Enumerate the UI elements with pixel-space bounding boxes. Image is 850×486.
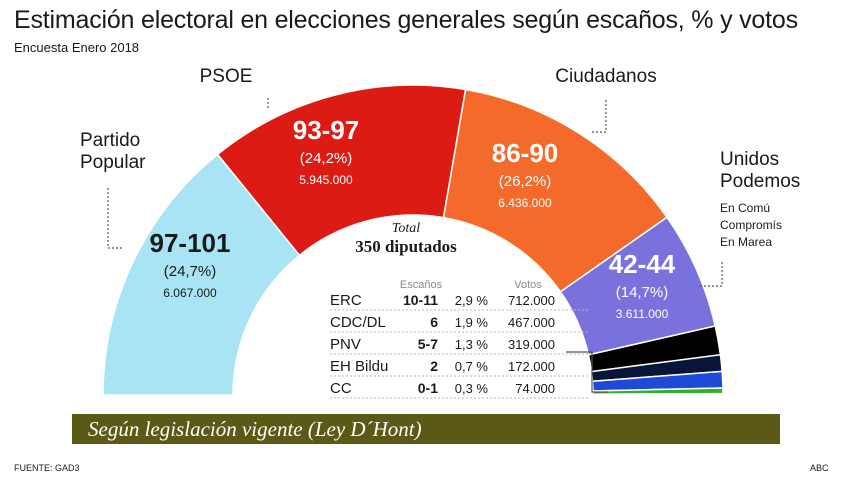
- seats-label-partido-popular: 97-101: [150, 228, 231, 258]
- law-banner: Según legislación vigente (Ley D´Hont): [72, 414, 780, 444]
- leader-line-ciudadanos: [590, 100, 607, 133]
- party-name-ciudadanos: Ciudadanos: [555, 66, 656, 87]
- table-seats-eh-bildu: 2: [430, 358, 438, 374]
- table-votes-pnv: 319.000: [508, 337, 555, 352]
- pct-label-psoe: (24,2%): [300, 150, 353, 167]
- table-pct-cc: 0,3 %: [455, 381, 489, 396]
- seats-label-psoe: 93-97: [293, 115, 360, 145]
- party-name-partido-popular: Popular: [80, 152, 146, 173]
- pct-label-ciudadanos: (26,2%): [499, 173, 552, 190]
- party-subname-unidos-podemos: Compromís: [720, 218, 782, 232]
- table-seats-cc: 0-1: [418, 380, 438, 396]
- party-name-unidos-podemos: Podemos: [720, 171, 800, 192]
- chart-subtitle: Encuesta Enero 2018: [14, 40, 140, 55]
- table-seats-pnv: 5-7: [418, 336, 438, 352]
- table-pct-erc: 2,9 %: [455, 293, 489, 308]
- table-party-cdc-dl: CDC/DL: [330, 314, 386, 331]
- votes-label-partido-popular: 6.067.000: [163, 286, 217, 300]
- table-pct-cdc-dl: 1,9 %: [455, 315, 489, 330]
- table-party-pnv: PNV: [330, 336, 361, 353]
- minor-parties-bracket: [566, 351, 608, 393]
- table-header-seats: Escaños: [400, 279, 443, 291]
- table-party-eh-bildu: EH Bildu: [330, 358, 388, 375]
- party-name-partido-popular: Partido: [80, 130, 140, 151]
- table-seats-cdc-dl: 6: [430, 314, 438, 330]
- law-banner-text: Según legislación vigente (Ley D´Hont): [88, 417, 422, 441]
- party-subname-unidos-podemos: En Marea: [720, 235, 772, 249]
- leader-line-partido-popular: [107, 188, 124, 249]
- chart-title: Estimación electoral en elecciones gener…: [14, 6, 798, 34]
- leader-line-unidos-podemos: [700, 262, 723, 287]
- source-note: FUENTE: GAD3: [14, 463, 80, 473]
- table-votes-cdc-dl: 467.000: [508, 315, 555, 330]
- table-header-votes: Votos: [514, 279, 542, 291]
- total-label: Total: [392, 221, 420, 236]
- votes-label-unidos-podemos: 3.611.000: [616, 307, 669, 321]
- table-pct-pnv: 1,3 %: [455, 337, 489, 352]
- party-subname-unidos-podemos: En Comú: [720, 201, 770, 215]
- pct-label-unidos-podemos: (14,7%): [616, 284, 669, 301]
- segment-psoe: [216, 84, 467, 257]
- total-value: 350 diputados: [355, 237, 457, 256]
- party-name-unidos-podemos: Unidos: [720, 149, 779, 170]
- segment-cc: [592, 392, 724, 396]
- table-votes-eh-bildu: 172.000: [508, 359, 555, 374]
- seats-label-unidos-podemos: 42-44: [609, 249, 676, 279]
- party-name-psoe: PSOE: [200, 66, 253, 87]
- seats-label-ciudadanos: 86-90: [492, 138, 559, 168]
- table-party-cc: CC: [330, 380, 352, 397]
- table-votes-cc: 74.000: [515, 381, 555, 396]
- pct-label-partido-popular: (24,7%): [164, 263, 217, 280]
- votes-label-ciudadanos: 6.436.000: [498, 196, 552, 210]
- table-pct-eh-bildu: 0,7 %: [455, 359, 489, 374]
- votes-label-psoe: 5.945.000: [299, 173, 353, 187]
- table-votes-erc: 712.000: [508, 293, 555, 308]
- table-seats-erc: 10-11: [403, 292, 438, 308]
- credit-note: ABC: [810, 463, 829, 473]
- table-party-erc: ERC: [330, 292, 362, 309]
